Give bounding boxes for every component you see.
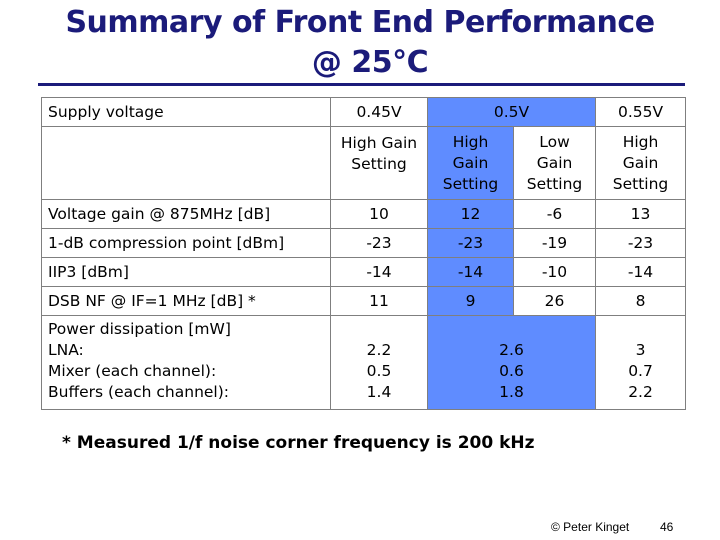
copyright: © Peter Kinget [551,520,630,534]
setting-05-low: Low Gain Setting [512,126,597,200]
setting-045-high: High Gain Setting [330,126,428,200]
page-number: 46 [660,520,674,534]
cell: 10 [330,199,428,229]
power-05: 2.6 0.6 1.8 [426,315,597,410]
power-055: 3 0.7 2.2 [595,315,687,410]
table-row: 1-dB compression point [dBm] -23 -23 -19… [41,228,687,258]
supply-voltage-row: Supply voltage 0.45V 0.5V 0.55V [41,97,687,127]
row-label: DSB NF @ IF=1 MHz [dB] * [41,286,331,316]
cell: 13 [595,199,687,229]
power-045: 2.2 0.5 1.4 [330,315,428,410]
voltage-045: 0.45V [330,97,428,127]
performance-table: Supply voltage 0.45V 0.5V 0.55V High Gai… [41,97,687,410]
cell: -14 [427,257,514,287]
footnote: * Measured 1/f noise corner frequency is… [62,433,535,453]
cell: 26 [512,286,597,316]
row-label: Voltage gain @ 875MHz [dB] [41,199,331,229]
cell: -6 [512,199,597,229]
row-label: Supply voltage [41,97,331,127]
power-labels: Power dissipation [mW] LNA: Mixer (each … [41,315,331,410]
row-label: IIP3 [dBm] [41,257,331,287]
power-row: Power dissipation [mW] LNA: Mixer (each … [41,315,687,410]
table-row: Voltage gain @ 875MHz [dB] 10 12 -6 13 [41,199,687,229]
cell: 9 [427,286,514,316]
empty-cell [41,126,331,200]
setting-055-high: High Gain Setting [595,126,687,200]
cell: 12 [427,199,514,229]
cell: -19 [512,228,597,258]
title-underline [38,83,685,86]
row-label: 1-dB compression point [dBm] [41,228,331,258]
slide-title-line2: @ 25°C [311,45,429,80]
gain-setting-row: High Gain Setting High Gain Setting Low Gain… [41,126,687,200]
setting-05-high: High Gain Setting [427,126,514,200]
table-row: DSB NF @ IF=1 MHz [dB] * 11 9 26 8 [41,286,687,316]
cell: -14 [595,257,687,287]
cell: -10 [512,257,597,287]
voltage-055: 0.55V [595,97,687,127]
cell: -23 [427,228,514,258]
cell: -23 [595,228,687,258]
table-row: IIP3 [dBm] -14 -14 -10 -14 [41,257,687,287]
cell: -23 [330,228,428,258]
cell: 11 [330,286,428,316]
cell: 8 [595,286,687,316]
voltage-05: 0.5V [426,97,597,127]
cell: -14 [330,257,428,287]
slide-title-line1: Summary of Front End Performance [65,5,655,40]
